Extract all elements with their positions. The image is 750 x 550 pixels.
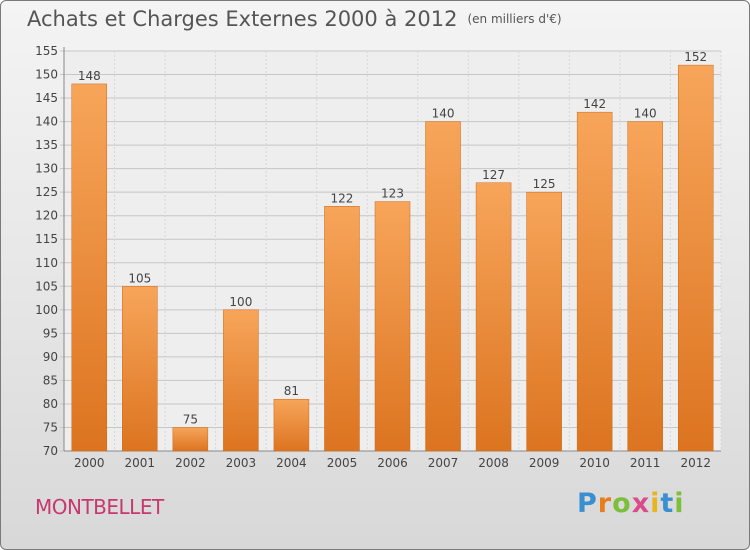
data-label: 122	[331, 191, 354, 205]
y-tick-label: 135	[35, 138, 58, 152]
bar	[374, 201, 411, 452]
data-label: 100	[229, 295, 252, 309]
commune-name: MONTBELLET	[35, 495, 164, 519]
data-label: 75	[183, 412, 198, 426]
x-tick-label: 2010	[579, 456, 610, 470]
y-tick-label: 155	[35, 44, 58, 58]
logo-letter: i	[674, 488, 685, 519]
title-text: Achats et Charges Externes 2000 à 2012	[27, 7, 458, 31]
bar	[425, 121, 461, 452]
x-tick-label: 2012	[680, 456, 711, 470]
y-tick-label: 145	[35, 91, 58, 105]
data-label: 123	[381, 187, 404, 201]
data-label: 127	[482, 168, 505, 182]
bar	[526, 191, 562, 452]
bar	[223, 309, 259, 452]
x-tick-label: 2004	[276, 456, 307, 470]
data-label: 140	[432, 107, 455, 121]
bar	[273, 398, 310, 452]
y-tick-label: 100	[35, 303, 58, 317]
y-tick-label: 80	[43, 397, 58, 411]
y-tick-label: 70	[43, 444, 58, 458]
y-tick-label: 110	[35, 256, 58, 270]
logo-letter: o	[612, 488, 632, 519]
x-tick-label: 2009	[529, 456, 560, 470]
bar	[71, 83, 108, 452]
bar	[122, 286, 158, 452]
bar	[172, 427, 209, 452]
bar	[324, 206, 360, 452]
x-tick-label: 2006	[377, 456, 408, 470]
bar	[627, 121, 663, 452]
chart-title: Achats et Charges Externes 2000 à 2012 (e…	[27, 7, 562, 31]
bar	[677, 64, 714, 452]
x-tick-label: 2001	[125, 456, 156, 470]
y-tick-label: 85	[43, 373, 58, 387]
data-label: 140	[634, 107, 657, 121]
x-tick-label: 2007	[428, 456, 459, 470]
logo-letter: P	[577, 488, 598, 519]
y-tick-label: 125	[35, 185, 58, 199]
y-tick-label: 140	[35, 115, 58, 129]
data-label: 142	[583, 97, 606, 111]
logo-letter: t	[660, 488, 675, 519]
y-tick-label: 95	[43, 326, 58, 340]
bar	[475, 182, 512, 452]
y-tick-label: 75	[43, 420, 58, 434]
bar	[576, 111, 613, 452]
x-tick-label: 2002	[175, 456, 206, 470]
y-tick-label: 105	[35, 279, 58, 293]
logo-letter: r	[597, 488, 613, 519]
y-tick-label: 130	[35, 162, 58, 176]
proxiti-logo: Proxiti	[577, 488, 685, 519]
x-tick-label: 2003	[226, 456, 257, 470]
data-label: 81	[284, 384, 299, 398]
data-label: 105	[128, 271, 151, 285]
data-label: 152	[684, 50, 707, 64]
logo-letter: x	[631, 488, 651, 519]
logo-letter: i	[650, 488, 661, 519]
data-label: 148	[78, 69, 101, 83]
unit-label: (en milliers d'€)	[467, 12, 562, 26]
y-tick-label: 90	[43, 350, 58, 364]
y-tick-label: 120	[35, 209, 58, 223]
y-tick-label: 115	[35, 232, 58, 246]
x-tick-label: 2008	[478, 456, 509, 470]
data-label: 125	[533, 177, 556, 191]
x-tick-label: 2011	[630, 456, 661, 470]
y-tick-label: 150	[35, 68, 58, 82]
x-tick-label: 2000	[74, 456, 105, 470]
x-tick-label: 2005	[327, 456, 358, 470]
